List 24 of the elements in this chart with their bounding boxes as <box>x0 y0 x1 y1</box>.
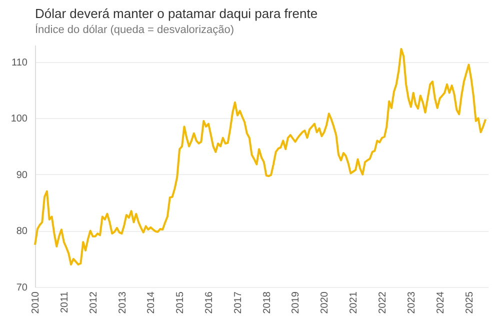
x-tick-label: 2025 <box>464 291 476 314</box>
x-tick-label: 2010 <box>30 291 42 314</box>
x-tick-label: 2017 <box>232 291 244 314</box>
x-tick-label: 2014 <box>146 291 158 314</box>
x-tick-label: 2011 <box>59 291 70 314</box>
y-tick-label: 110 <box>12 57 28 68</box>
x-tick-label: 2012 <box>88 291 100 314</box>
x-tick-label: 2016 <box>204 291 215 314</box>
x-tick-label: 2024 <box>435 291 446 314</box>
x-tick-label: 2023 <box>406 291 418 314</box>
x-tick-label: 2015 <box>175 291 186 314</box>
chart-title: Dólar deverá manter o patamar daqui para frente <box>35 6 318 21</box>
y-tick-label: 100 <box>10 114 28 125</box>
x-tick-label: 2022 <box>377 291 388 314</box>
y-tick-label: 70 <box>16 282 28 294</box>
y-tick-label: 80 <box>16 226 28 238</box>
chart-subtitle: Índice do dólar (queda = desvalorização) <box>35 23 234 36</box>
x-tick-label: 2019 <box>290 291 302 314</box>
x-tick-label: 2020 <box>320 291 331 314</box>
x-tick-label: 2021 <box>348 291 360 314</box>
y-tick-label: 90 <box>16 170 28 181</box>
x-tick-label: 2013 <box>117 291 128 314</box>
line-series <box>34 48 487 266</box>
x-tick-label: 2018 <box>262 291 273 314</box>
